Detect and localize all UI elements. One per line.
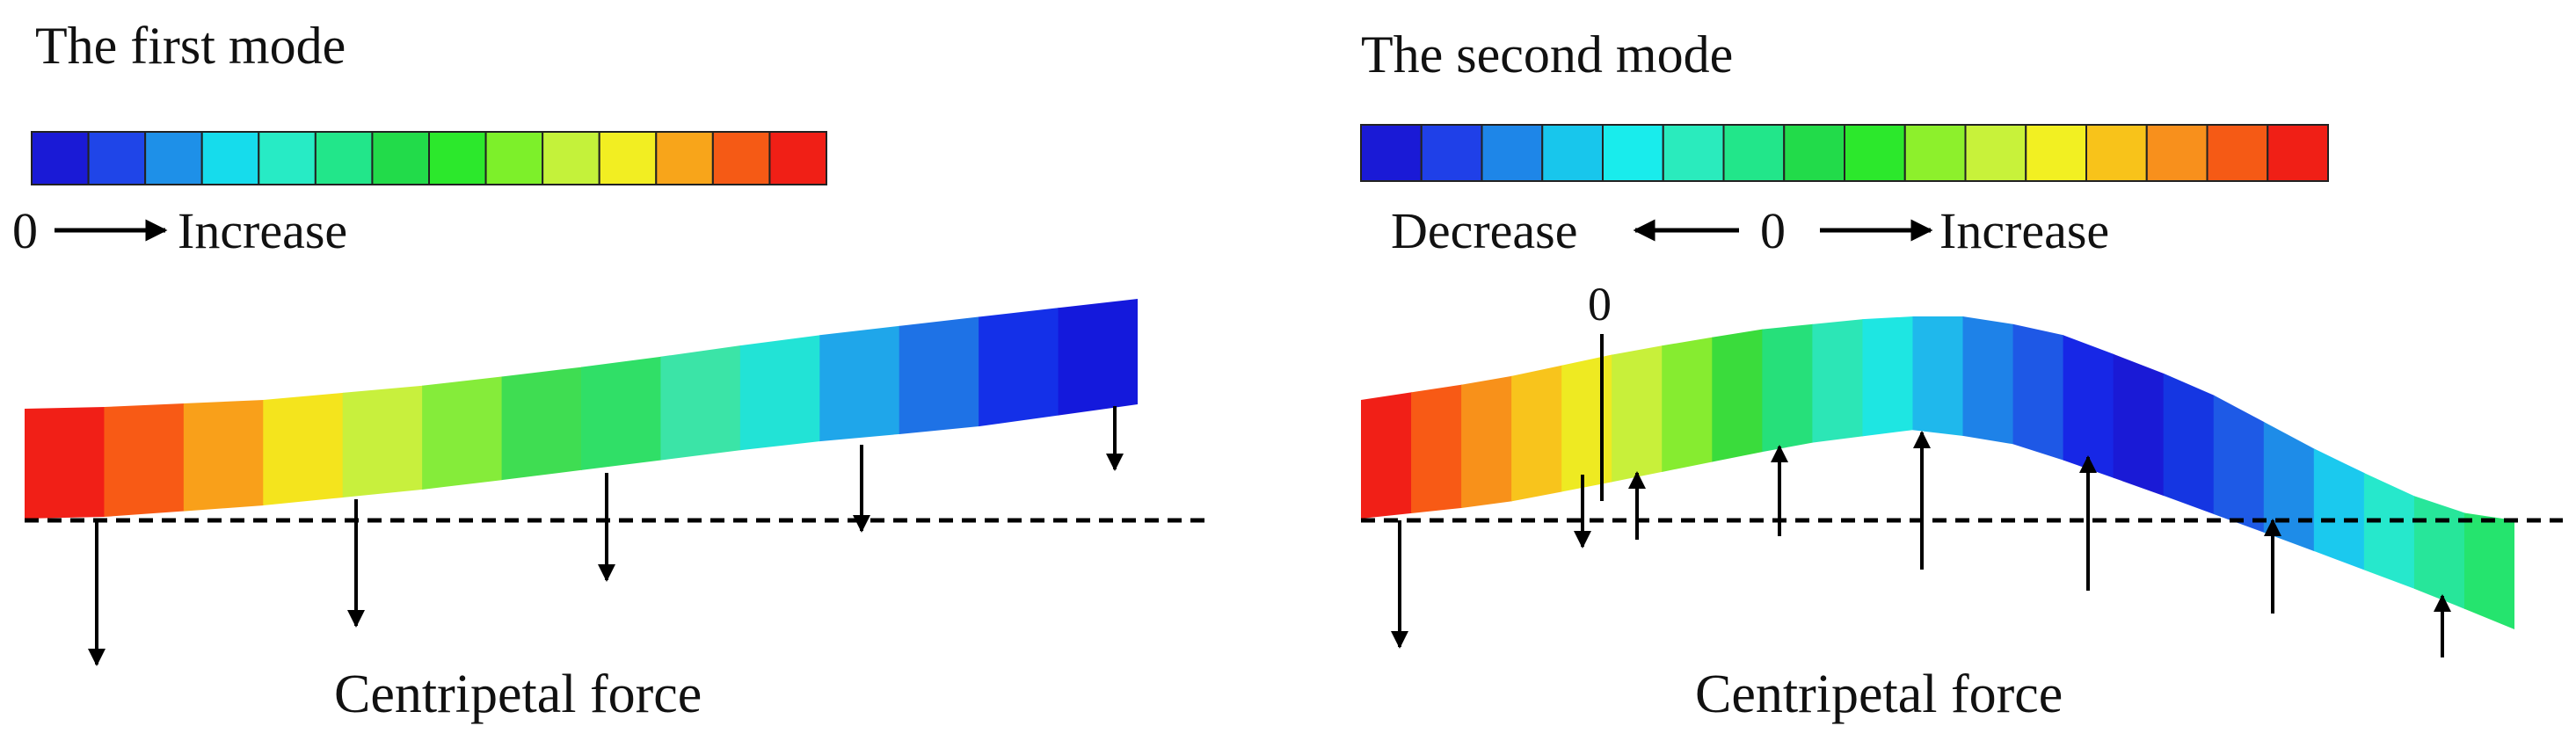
beam-segment xyxy=(2213,395,2265,534)
first-mode-beam xyxy=(25,299,1138,519)
beam-segment xyxy=(422,376,503,490)
first-mode-panel: The first mode 0 Increase Centripetal fo… xyxy=(12,17,1212,724)
colorbar-cell xyxy=(1662,124,1725,182)
beam-segment xyxy=(2063,335,2114,478)
legend-zero-label: 0 xyxy=(12,202,38,259)
zero-point-marker: 0 xyxy=(1588,278,1612,501)
second-mode-colorbar xyxy=(1360,124,2329,182)
colorbar-cell xyxy=(2145,124,2209,182)
beam-segment xyxy=(2463,512,2514,629)
colorbar-cell xyxy=(1481,124,1544,182)
colorbar-cell xyxy=(1602,124,1664,182)
beam-segment xyxy=(1812,319,1864,443)
beam-segment xyxy=(1511,365,1562,502)
second-mode-title: The second mode xyxy=(1361,25,1733,84)
beam-segment xyxy=(1411,384,1462,513)
beam-segment xyxy=(1461,375,1512,508)
colorbar-cell xyxy=(258,131,317,185)
colorbar-cell xyxy=(200,131,260,185)
first-mode-colorbar xyxy=(31,131,828,185)
first-mode-force-label: Centripetal force xyxy=(334,664,702,724)
colorbar-cell xyxy=(542,131,600,185)
beam-segment xyxy=(1561,354,1613,492)
legend-zero-label: 0 xyxy=(1760,202,1786,259)
colorbar-cell xyxy=(1783,124,1845,182)
colorbar-cell xyxy=(1722,124,1786,182)
second-mode-beam xyxy=(1361,316,2514,629)
colorbar-cell xyxy=(1844,124,1906,182)
zero-marker-label: 0 xyxy=(1588,278,1612,330)
legend-increase-label: Increase xyxy=(178,202,347,259)
colorbar-cell xyxy=(1360,124,1423,182)
beam-segment xyxy=(2113,353,2165,497)
second-mode-force-arrows xyxy=(1391,431,2451,657)
beam-segment xyxy=(2413,496,2465,609)
beam-segment xyxy=(1612,345,1663,483)
beam-segment xyxy=(1361,392,1412,519)
second-mode-legend: Decrease 0 Increase xyxy=(1391,202,2109,259)
colorbar-cell xyxy=(711,131,771,185)
beam-segment xyxy=(1058,299,1138,416)
colorbar-cell xyxy=(1964,124,2027,182)
colorbar-cell xyxy=(2085,124,2148,182)
colorbar-cell xyxy=(2206,124,2269,182)
beam-segment xyxy=(819,325,900,442)
colorbar-cell xyxy=(1903,124,1967,182)
colorbar-cell xyxy=(1420,124,1483,182)
beam-segment xyxy=(581,356,662,470)
second-mode-force-label: Centripetal force xyxy=(1695,664,2063,724)
colorbar-cell xyxy=(1541,124,1604,182)
beam-segment xyxy=(2012,323,2064,461)
colorbar-cell xyxy=(428,131,487,185)
beam-segment xyxy=(899,316,979,434)
colorbar-cell xyxy=(371,131,430,185)
first-mode-title: The first mode xyxy=(35,17,346,75)
beam-segment xyxy=(2363,472,2415,590)
beam-segment xyxy=(342,385,423,498)
colorbar-cell xyxy=(2267,124,2329,182)
colorbar-cell xyxy=(87,131,147,185)
beam-segment xyxy=(1862,316,1914,437)
beam-segment xyxy=(501,367,582,481)
beam-segment xyxy=(979,308,1059,427)
beam-segment xyxy=(1662,337,1714,472)
second-mode-panel: The second mode Decrease 0 Increase 0 Ce… xyxy=(1360,25,2563,724)
colorbar-cell xyxy=(31,131,90,185)
first-mode-force-arrows xyxy=(88,406,1124,666)
first-mode-legend: 0 Increase xyxy=(12,202,347,259)
colorbar-cell xyxy=(655,131,714,185)
beam-segment xyxy=(1762,323,1814,453)
beam-segment xyxy=(263,392,344,506)
legend-decrease-label: Decrease xyxy=(1391,202,1578,259)
beam-segment xyxy=(1962,316,2014,445)
legend-increase-label: Increase xyxy=(1939,202,2109,259)
beam-segment xyxy=(739,335,821,451)
beam-segment xyxy=(660,345,741,461)
colorbar-cell xyxy=(598,131,658,185)
beam-segment xyxy=(104,403,185,518)
colorbar-cell xyxy=(484,131,544,185)
colorbar-cell xyxy=(768,131,828,185)
beam-segment xyxy=(183,399,265,512)
beam-segment xyxy=(1712,329,1764,462)
beam-segment xyxy=(2163,373,2215,515)
beam-segment xyxy=(1912,316,1964,436)
beam-segment xyxy=(25,407,106,519)
colorbar-cell xyxy=(144,131,203,185)
colorbar-cell xyxy=(2025,124,2087,182)
colorbar-cell xyxy=(314,131,374,185)
beam-segment xyxy=(2313,448,2365,570)
